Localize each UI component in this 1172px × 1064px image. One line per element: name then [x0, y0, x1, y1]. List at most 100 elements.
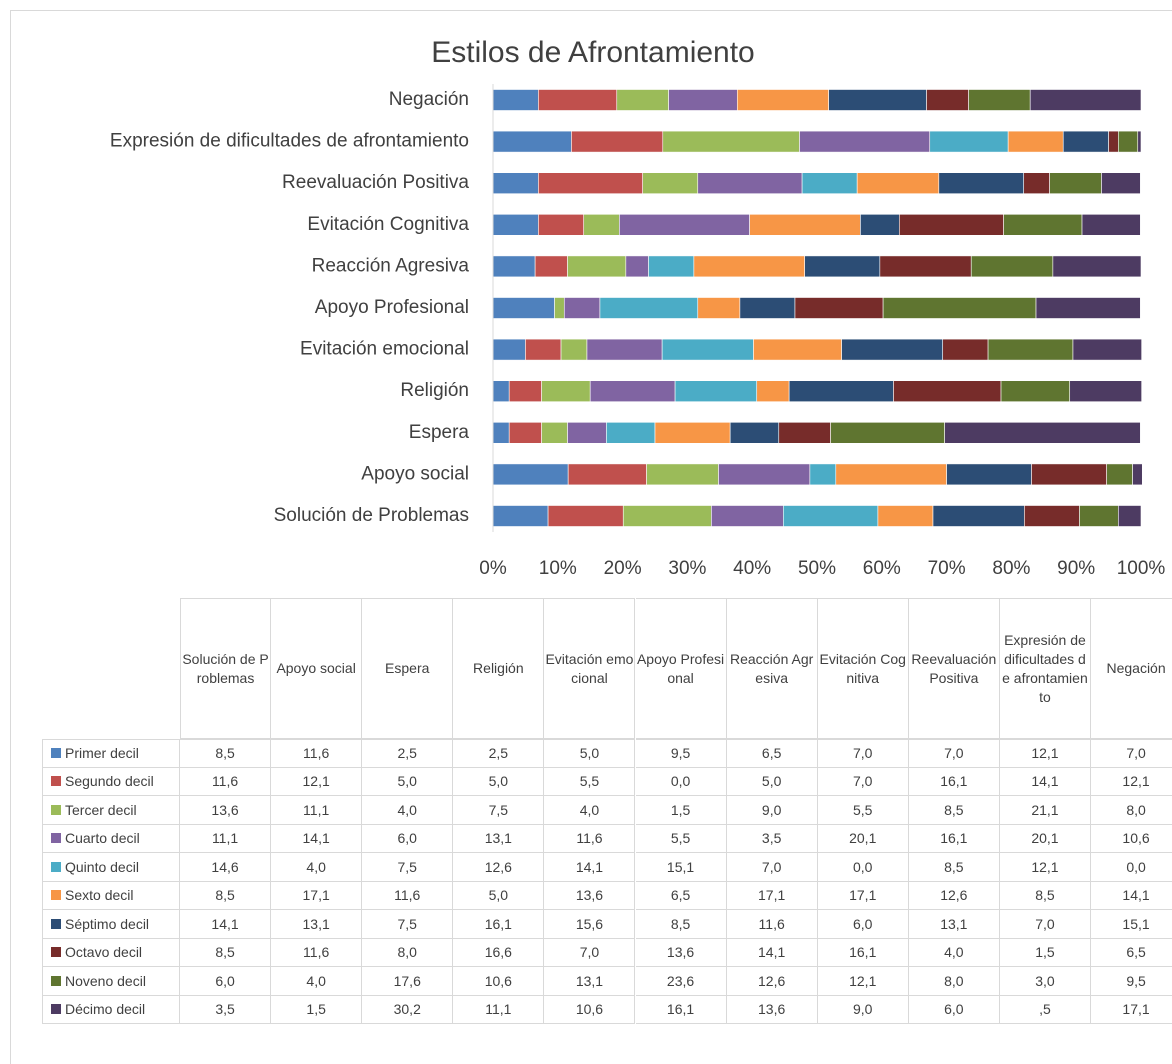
table-cell: 16,1 — [908, 824, 1000, 853]
x-tick-label: 30% — [668, 558, 706, 579]
table-header: Expresión de dificultades de afrontamien… — [999, 598, 1091, 739]
table-cell: 12,6 — [726, 967, 818, 996]
bar-segment — [932, 505, 1025, 527]
bar-segment — [860, 214, 900, 236]
table-row-header: Quinto decil — [42, 853, 180, 882]
bar-segment — [877, 505, 934, 527]
table-cell: 6,5 — [1091, 939, 1172, 967]
table-cell: 16,1 — [908, 767, 1000, 796]
bar-segment — [1007, 130, 1064, 153]
legend-swatch — [51, 861, 61, 872]
bar-segment — [929, 130, 1009, 153]
legend-swatch — [51, 918, 61, 929]
bar-segment — [492, 130, 572, 153]
bar-segment — [554, 297, 565, 319]
bar-segment — [1118, 505, 1142, 527]
bar-segment — [625, 255, 649, 278]
bar-segment — [697, 297, 741, 319]
table-cell: 12,1 — [817, 967, 909, 996]
table-row-header: Octavo decil — [42, 938, 180, 967]
bar-segment — [882, 297, 1037, 319]
table-cell: 12,1 — [999, 853, 1091, 882]
table-header: Apoyo Profesional — [635, 598, 727, 739]
bar-segment — [1029, 89, 1142, 111]
bar-segment — [946, 463, 1032, 486]
table-cell: 6,0 — [180, 967, 272, 996]
table-cell: 11,6 — [271, 938, 363, 967]
bar-segment — [1118, 130, 1139, 153]
table-cell: 8,5 — [635, 910, 727, 939]
bar-segment — [492, 421, 510, 444]
table-cell: 8,5 — [180, 739, 272, 768]
table-cell: 21,1 — [999, 796, 1091, 825]
table-cell: 16,1 — [453, 910, 545, 939]
table-cell: 9,0 — [817, 995, 909, 1024]
bar-segment — [492, 338, 526, 361]
bar-segment — [492, 380, 510, 403]
table-cell: 6,5 — [635, 881, 727, 910]
bar-segment — [492, 89, 539, 111]
x-tick-label: 70% — [928, 558, 966, 579]
bar-segment — [619, 214, 750, 236]
legend-swatch — [51, 833, 61, 844]
bar-segment — [492, 297, 555, 319]
table-cell: 5,0 — [726, 767, 818, 796]
bar-segment — [616, 89, 669, 111]
x-tick-label: 80% — [992, 558, 1030, 579]
bar-segment — [1101, 172, 1141, 194]
bar-segment — [809, 463, 837, 486]
table-cell: 7,0 — [544, 938, 636, 967]
table-cell: ,5 — [999, 995, 1091, 1024]
legend-label: Décimo decil — [65, 1001, 146, 1018]
bar-segment — [492, 214, 539, 236]
bar-segment — [648, 255, 695, 278]
table-cell: 14,6 — [180, 853, 272, 882]
table-cell: 11,1 — [180, 824, 272, 853]
bar-segment — [1052, 255, 1142, 278]
table-cell: 12,1 — [999, 739, 1091, 768]
table-cell: 7,0 — [1091, 739, 1172, 768]
bar-segment — [622, 505, 712, 527]
table-cell: 5,5 — [635, 824, 727, 853]
y-tick-label: Negación — [389, 89, 469, 110]
bar-segment — [938, 172, 1025, 194]
bar-segment — [508, 380, 542, 403]
bar-segment — [661, 338, 754, 361]
bar-segment — [1079, 505, 1119, 527]
bar-segment — [1024, 505, 1080, 527]
bar-segment — [756, 380, 790, 403]
bar-segment — [492, 172, 539, 194]
table-cell: 7,5 — [362, 853, 454, 882]
bar-segment — [589, 380, 676, 403]
bar-segment — [563, 297, 601, 319]
legend-swatch — [51, 947, 61, 958]
table-cell: 11,6 — [544, 824, 636, 853]
table-cell: 10,6 — [453, 967, 545, 996]
legend-swatch — [51, 776, 61, 787]
table-cell: 17,1 — [271, 881, 363, 910]
bar-segment — [841, 338, 944, 361]
bar-segment — [541, 421, 568, 444]
y-tick-label: Espera — [409, 422, 470, 443]
bar-segment — [968, 89, 1031, 111]
bar-segment — [799, 130, 931, 153]
bar-segment — [492, 505, 549, 527]
legend-label: Primer decil — [65, 745, 139, 762]
bar-segment — [778, 421, 831, 444]
table-cell: 6,0 — [362, 824, 454, 853]
table-cell: 20,1 — [999, 824, 1091, 853]
table-cell: 17,6 — [362, 967, 454, 996]
legend-label: Séptimo decil — [65, 915, 150, 932]
table-cell: 1,5 — [999, 938, 1091, 967]
bar-segment — [674, 380, 758, 403]
bar-segment — [879, 255, 972, 278]
bar-segment — [893, 380, 1002, 403]
table-cell: 7,5 — [453, 796, 545, 825]
bar-segment — [898, 214, 1004, 236]
bar-segment — [646, 463, 719, 486]
table-cell: 7,0 — [726, 853, 818, 882]
bar-segment — [571, 130, 664, 153]
table-row-header: Cuarto decil — [42, 824, 180, 853]
table-cell: 14,1 — [999, 767, 1091, 796]
table-cell: 4,0 — [544, 796, 636, 825]
